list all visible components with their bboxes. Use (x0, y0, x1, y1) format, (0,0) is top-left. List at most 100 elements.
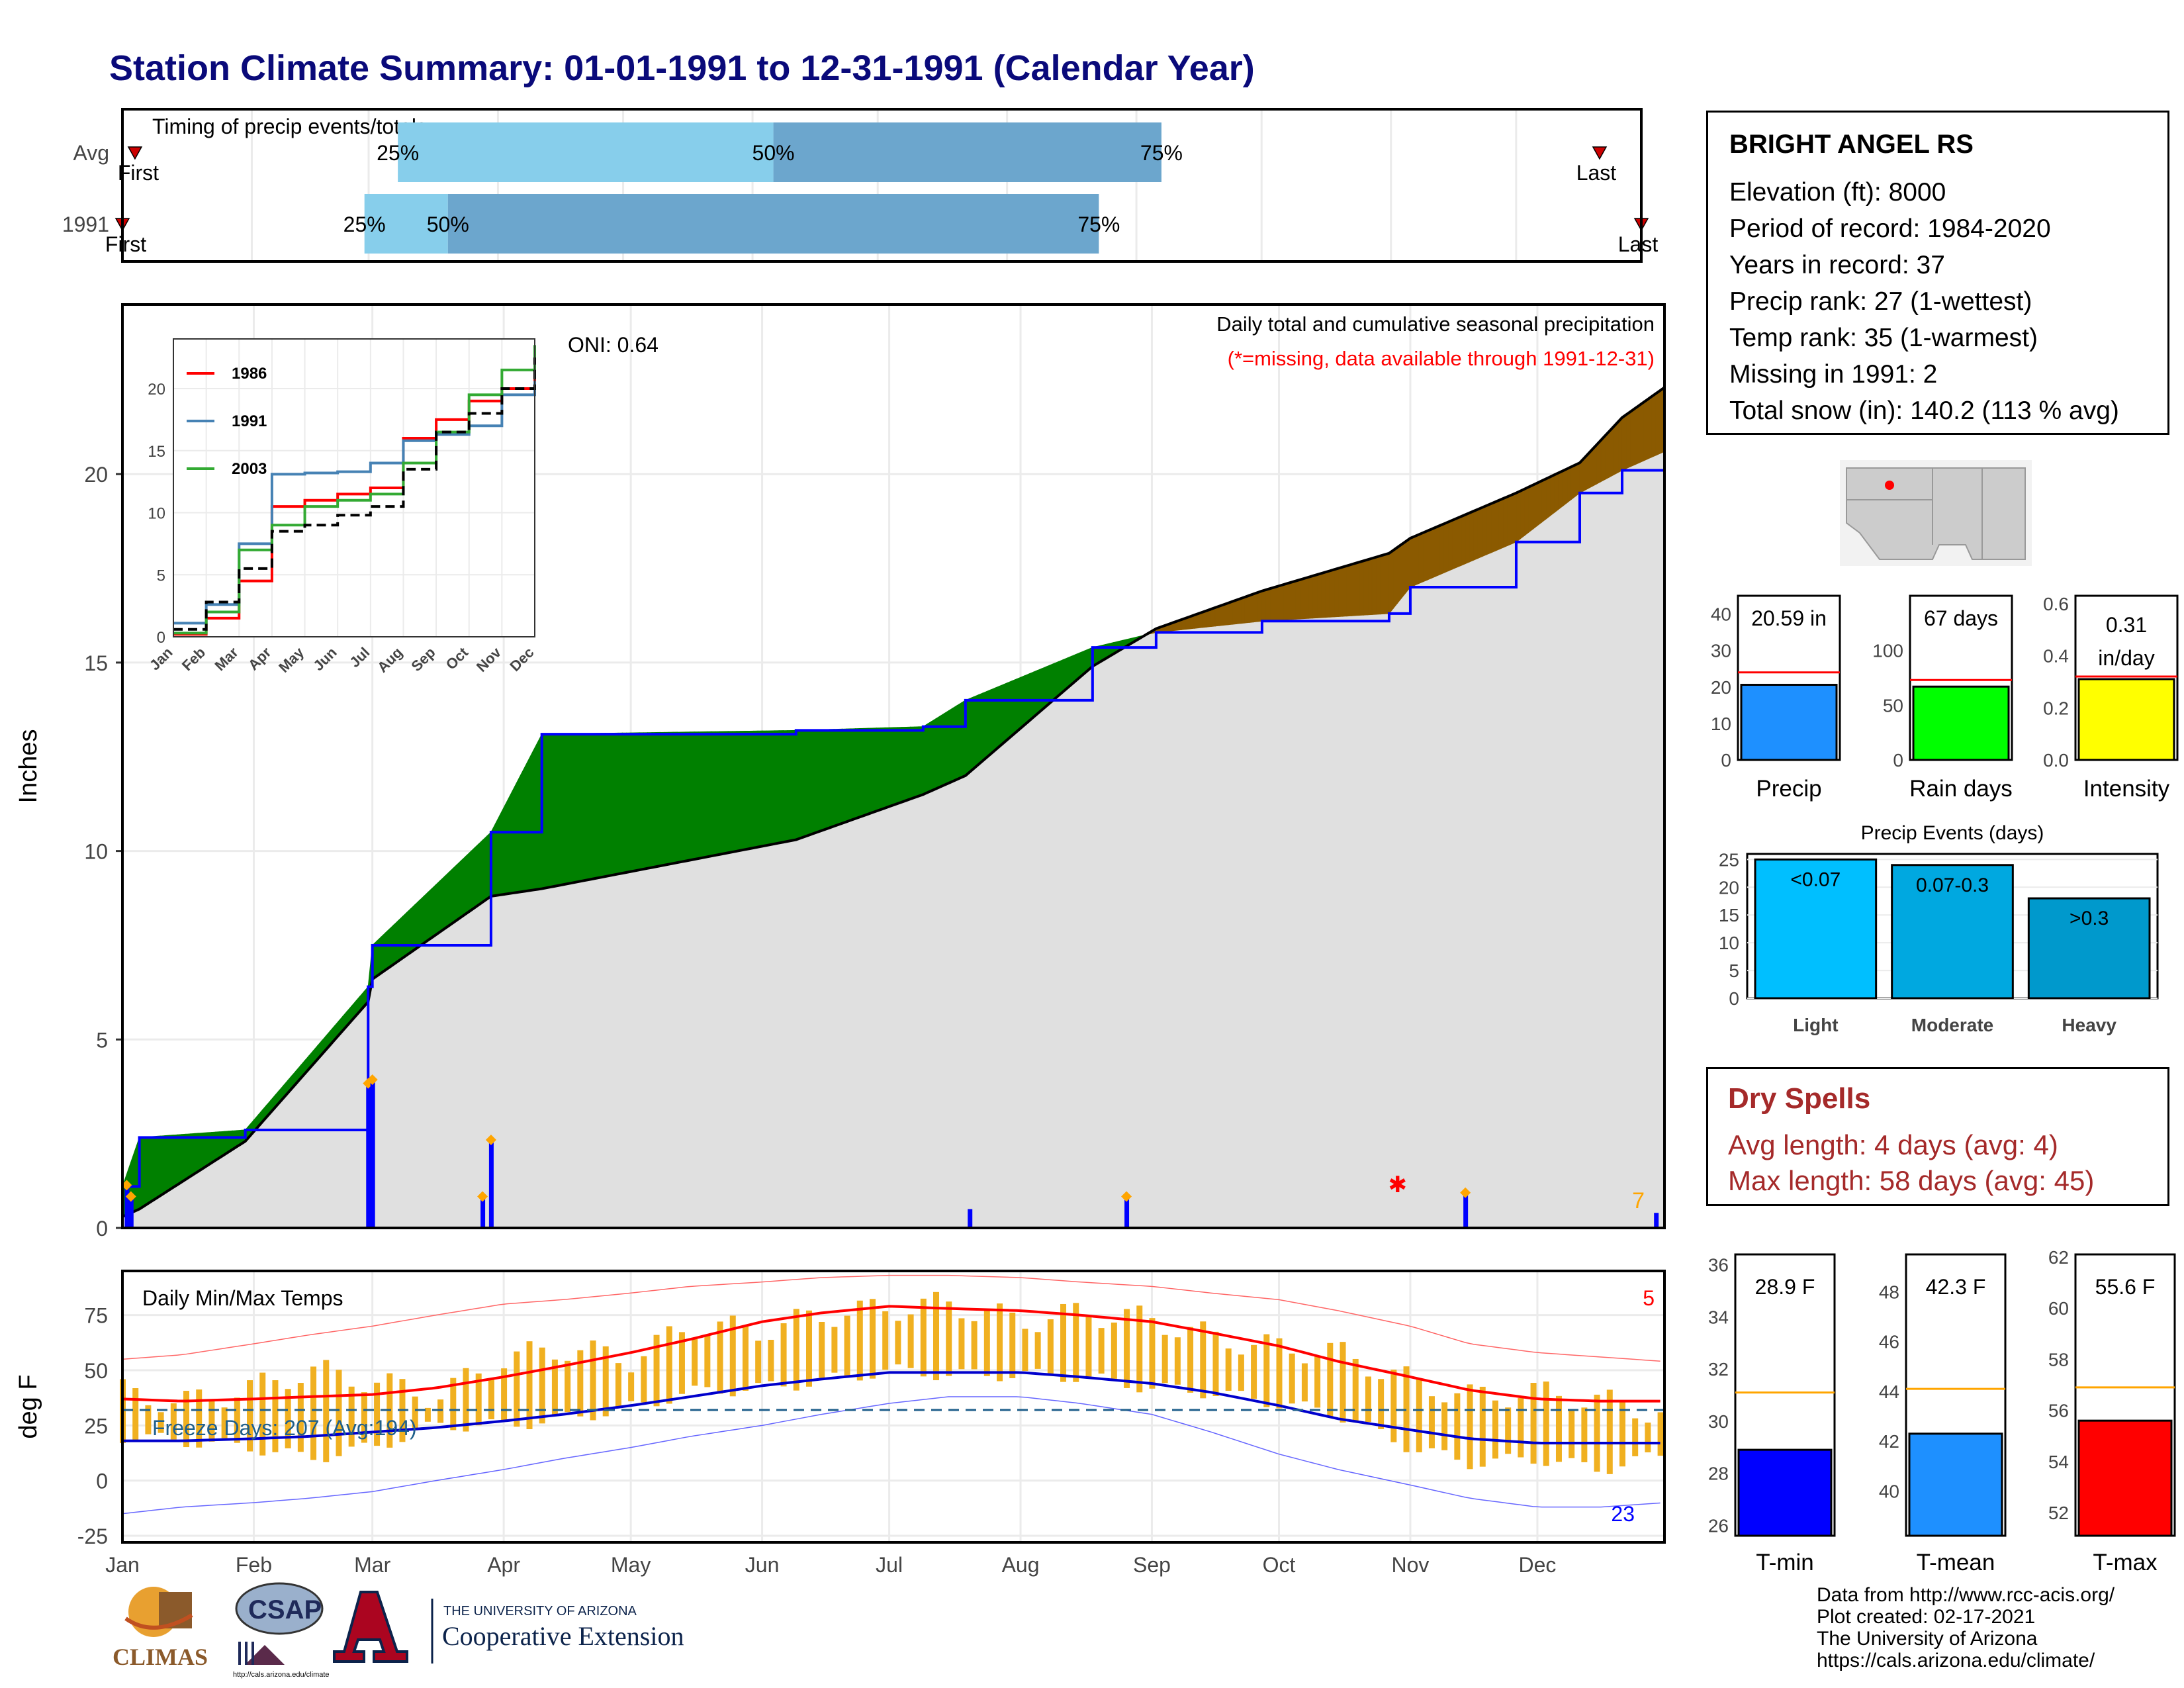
temp-summary-y-tick: 30 (1708, 1411, 1729, 1432)
timing-first-label: First (105, 232, 146, 256)
daily-temp-bar (1543, 1382, 1549, 1466)
cumulative-difference-segment (1516, 490, 1521, 543)
credit-university: The University of Arizona (1817, 1628, 2038, 1650)
cumulative-difference-segment (1219, 604, 1224, 626)
cumulative-difference-segment (711, 731, 716, 857)
daily-temp-bar (1581, 1407, 1588, 1462)
cumulative-difference-segment (1346, 564, 1351, 617)
cumulative-difference-segment (617, 732, 623, 874)
timing-bar-25-50 (364, 194, 448, 254)
record-max-line (122, 1274, 1661, 1362)
month-tick: Jul (876, 1553, 903, 1577)
cumulative-difference-segment (876, 727, 882, 812)
cumulative-difference-segment (817, 729, 822, 833)
cumulative-difference-segment (1279, 584, 1284, 621)
summary-y-tick: 0.0 (2043, 750, 2069, 771)
daily-temp-bar (196, 1389, 203, 1448)
cumulative-difference-segment (910, 726, 915, 800)
cumulative-difference-segment (630, 732, 636, 872)
university-of-arizona-logo[interactable]: THE UNIVERSITY OF ARIZONA Cooperative Ex… (333, 1591, 684, 1664)
month-tick: Aug (1002, 1553, 1040, 1577)
cumulative-difference-segment (143, 1136, 148, 1207)
cumulative-difference-segment (706, 731, 712, 858)
cumulative-difference-segment (1639, 402, 1644, 463)
cumulative-difference-segment (905, 726, 911, 802)
csap-logo[interactable]: CSAP http://cals.arizona.edu/climate (230, 1579, 330, 1679)
heavy-event-marker (125, 1191, 136, 1202)
cumulative-difference-segment (1321, 571, 1326, 618)
daily-temp-bar (1619, 1401, 1625, 1467)
temp-y-tick: 25 (84, 1414, 108, 1438)
cumulative-difference-segment (1329, 569, 1335, 618)
timing-last-label: Last (1618, 232, 1659, 256)
summary-y-tick: 40 (1711, 604, 1731, 625)
cumulative-difference-segment (152, 1135, 157, 1202)
cumulative-difference-segment (1342, 565, 1347, 617)
events-bar (1891, 864, 2014, 1000)
daily-temp-bar (1034, 1332, 1041, 1369)
station-years: Years in record: 37 (1729, 251, 1945, 279)
cumulative-difference-segment (1232, 599, 1237, 625)
temp-summary-y-tick: 46 (1879, 1332, 1899, 1352)
csap-url: http://cals.arizona.edu/climate (233, 1671, 330, 1679)
daily-temp-bar (234, 1397, 240, 1443)
temp-y-tick: 75 (84, 1304, 108, 1328)
events-bar-label: >0.3 (2070, 908, 2109, 929)
cumulative-difference-segment (668, 731, 674, 865)
timing-last-marker (1592, 146, 1608, 160)
daily-temp-bar (793, 1309, 799, 1391)
cumulative-difference-segment (889, 727, 894, 808)
events-y-tick: 15 (1719, 905, 1739, 925)
station-name: BRIGHT ANGEL RS (1729, 130, 1974, 159)
cumulative-difference-segment (1592, 444, 1598, 487)
cumulative-difference-segment (1287, 581, 1293, 620)
cumulative-difference-segment (1427, 528, 1432, 581)
daily-temp-bar (1555, 1395, 1562, 1462)
daily-temp-bar (514, 1351, 520, 1427)
summary-y-tick: 30 (1711, 641, 1731, 661)
cumulative-difference-segment (1350, 563, 1356, 616)
inset-series-avg (173, 357, 536, 631)
climas-logo[interactable]: CLIMAS (113, 1587, 208, 1670)
cumulative-difference-segment (439, 876, 445, 933)
summary-value-unit: in/day (2098, 646, 2154, 670)
events-title: Precip Events (days) (1861, 822, 2044, 844)
summary-y-tick: 0.6 (2043, 594, 2069, 614)
cumulative-difference-segment (1533, 482, 1538, 530)
daily-temp-bar (221, 1407, 228, 1438)
cumulative-difference-segment (981, 690, 987, 762)
daily-temp-bar (1161, 1335, 1168, 1383)
cumulative-difference-segment (1291, 580, 1297, 620)
oni-label: ONI: 0.64 (568, 333, 659, 357)
month-tick: Nov (1391, 1553, 1429, 1577)
cumulative-difference-segment (799, 729, 805, 839)
daily-temp-bar (717, 1321, 723, 1394)
temp-y-tick: 50 (84, 1359, 108, 1383)
cumulative-difference-segment (545, 733, 551, 888)
daily-temp-bar (768, 1339, 774, 1382)
cumulative-difference-segment (1032, 669, 1038, 718)
cumulative-difference-segment (829, 729, 835, 829)
daily-temp-bar (285, 1389, 291, 1448)
record-min-line (122, 1396, 1661, 1515)
summary-category-label: Rain days (1909, 776, 2013, 802)
cumulative-difference-segment (647, 732, 653, 869)
inset-border (173, 338, 535, 637)
cumulative-difference-segment (1214, 605, 1220, 627)
cumulative-difference-segment (397, 916, 402, 962)
cumulative-difference-segment (1062, 657, 1068, 693)
inset-y-tick: 5 (157, 567, 165, 585)
summary-y-tick: 0 (1721, 750, 1731, 771)
logos[interactable]: CLIMAS CSAP http://cals.arizona.edu/clim… (106, 1579, 748, 1685)
cumulative-difference-segment (778, 730, 784, 844)
cumulative-difference-segment (431, 884, 437, 939)
cumulative-difference-segment (554, 733, 559, 887)
daily-temp-bar (1530, 1383, 1537, 1464)
cumulative-difference-segment (579, 733, 585, 882)
precip-y-tick: 0 (96, 1217, 108, 1241)
cumulative-difference-segment (1380, 554, 1386, 615)
cumulative-difference-segment (1414, 534, 1420, 586)
cumulative-difference-segment (380, 932, 386, 974)
temp-summary-y-tick: 60 (2048, 1298, 2069, 1319)
cumulative-difference-segment (1621, 414, 1627, 471)
